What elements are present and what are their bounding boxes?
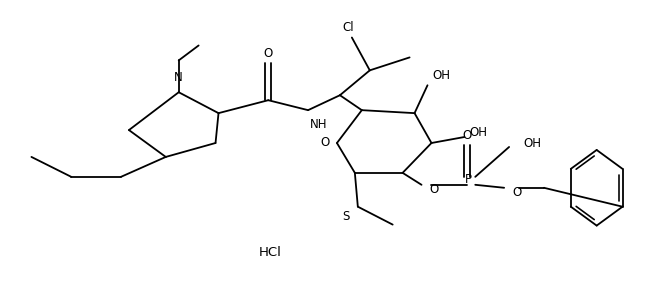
Text: O: O	[512, 186, 522, 199]
Text: N: N	[174, 71, 183, 84]
Text: OH: OH	[432, 69, 450, 82]
Text: O: O	[430, 183, 439, 196]
Text: Cl: Cl	[342, 21, 354, 34]
Text: NH: NH	[310, 118, 328, 131]
Text: O: O	[264, 47, 273, 60]
Text: O: O	[320, 137, 330, 150]
Text: O: O	[463, 129, 472, 142]
Text: S: S	[343, 210, 350, 223]
Text: P: P	[465, 173, 472, 186]
Text: OH: OH	[469, 126, 487, 139]
Text: HCl: HCl	[259, 246, 282, 259]
Text: OH: OH	[523, 137, 541, 150]
